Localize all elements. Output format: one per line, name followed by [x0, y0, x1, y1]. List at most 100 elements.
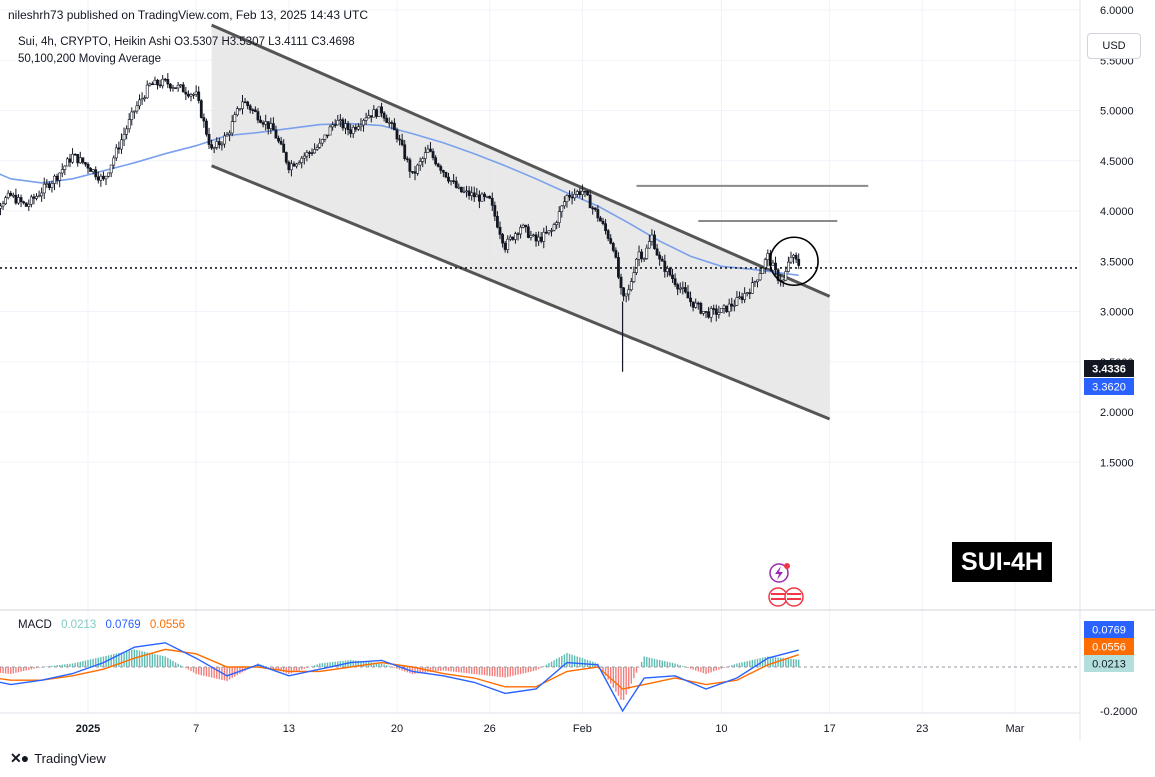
macd-hist-bar [38, 667, 40, 668]
candle-body [550, 230, 553, 232]
candle-body [326, 134, 329, 137]
candle-body [707, 311, 710, 318]
macd-hist-bar [610, 667, 612, 684]
candle-body [490, 197, 494, 206]
macd-badge: 0.0769 [1092, 625, 1126, 637]
macd-hist-bar [82, 661, 84, 667]
macd-hist-bar [445, 667, 447, 671]
candle-body [660, 258, 664, 262]
candle-body [354, 126, 358, 130]
macd-hist-bar [617, 667, 620, 696]
macd-hist-bar [458, 667, 460, 673]
macd-hist-bar [792, 659, 795, 667]
ma-legend[interactable]: 50,100,200 Moving Average [18, 53, 162, 65]
us-flag-event-icon[interactable] [768, 587, 804, 607]
candle-body [68, 158, 72, 163]
candle-body [364, 117, 368, 121]
macd-hist-bar [329, 662, 331, 667]
macd-hist-bar [602, 667, 604, 672]
candle-body [750, 282, 754, 294]
candle-body [17, 197, 20, 204]
candle-body [449, 180, 453, 183]
symbol-legend[interactable]: Sui, 4h, CRYPTO, Heikin Ashi O3.5307 H3.… [18, 36, 355, 48]
channel-upper-line[interactable] [210, 23, 831, 298]
macd-hist-bar [239, 667, 241, 674]
channel-lower-line[interactable] [211, 164, 831, 421]
candle-body [488, 196, 492, 199]
macd-hist-bar [432, 667, 434, 672]
candle-body [336, 120, 340, 126]
macd-hist-bar [522, 667, 524, 674]
macd-hist-bar [429, 667, 432, 672]
macd-hist-bar [380, 663, 383, 667]
candle-body [524, 224, 528, 228]
macd-hist-bar [298, 667, 300, 671]
macd-hist-bar [514, 667, 517, 676]
macd-hist-bar [15, 667, 17, 673]
macd-hist-bar [738, 662, 741, 667]
candle-body [27, 203, 31, 207]
macd-tick-label: -0.2000 [1100, 706, 1137, 718]
candle-body [274, 129, 278, 139]
time-axis[interactable]: 2025 7 13 20 26 Feb 10 17 23 Mar [76, 723, 1025, 735]
macd-hist-bar [664, 661, 666, 667]
macd-hist-bar [460, 667, 463, 673]
macd-hist-bar [532, 667, 535, 672]
macd-hist-bar [190, 667, 192, 672]
candle-body [112, 157, 116, 166]
candle-body [50, 183, 54, 188]
candle-body [617, 257, 620, 278]
macd-hist-bar [146, 652, 148, 667]
grid [0, 0, 1080, 713]
candle-body [14, 194, 18, 204]
macd-hist-bar [689, 667, 692, 669]
macd-hist-bar [100, 657, 102, 667]
candle-body [658, 254, 662, 260]
candle-body [635, 258, 638, 273]
macd-hist-bar [4, 667, 7, 674]
macd-hist-bar [674, 663, 676, 667]
candle-body [580, 190, 584, 196]
candle-body [161, 78, 165, 87]
candle-body [738, 296, 741, 299]
candle-body [557, 211, 561, 223]
candle-body [683, 287, 687, 293]
macd-hist-bar [172, 660, 174, 667]
candle-body [418, 161, 422, 166]
macd-hist-bar [295, 667, 298, 672]
candle-body [763, 259, 767, 269]
macd-hist-bar [723, 667, 725, 668]
candle-body [544, 231, 548, 234]
macd-legend[interactable]: MACD 0.0213 0.0769 0.0556 [18, 619, 185, 631]
macd-hist-bar [277, 667, 280, 671]
candle-body [611, 243, 615, 251]
macd-hist-bar [386, 665, 388, 667]
currency-button[interactable]: USD [1087, 33, 1141, 59]
candle-body [714, 308, 718, 315]
macd-hist-bar [17, 667, 20, 673]
candle-body [223, 135, 226, 145]
breakout-circle[interactable] [769, 236, 819, 287]
candle-body [380, 106, 383, 114]
macd-hist-bar [20, 667, 22, 672]
resistance-lines[interactable] [636, 184, 869, 223]
candle-body [637, 251, 641, 260]
candle-body [586, 190, 589, 196]
macd-hist-bar [622, 667, 625, 701]
candle-body [704, 311, 708, 313]
candle-body [665, 268, 669, 272]
footer-brand[interactable]: ✕● TradingView [10, 750, 106, 767]
macd-histogram [0, 649, 800, 701]
candle-body [305, 152, 309, 157]
candle-body [668, 268, 672, 276]
macd-hist-bar [779, 657, 782, 667]
candle-body [653, 234, 656, 250]
macd-hist-bar [772, 656, 774, 667]
macd-hist-bar [283, 667, 285, 673]
candle-body [781, 279, 785, 282]
candle-body [583, 190, 587, 193]
macd-legend-hist: 0.0213 [61, 619, 97, 631]
candle-body [377, 106, 381, 117]
lightning-event-icon[interactable] [769, 563, 790, 583]
